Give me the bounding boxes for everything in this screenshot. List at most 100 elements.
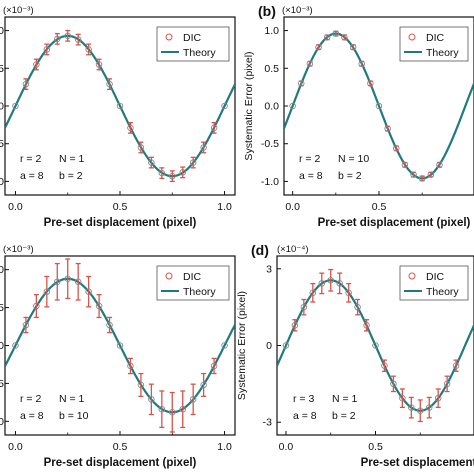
dic-point — [375, 102, 383, 110]
dic-point — [95, 302, 103, 310]
y-tick-label: 1.0 — [0, 176, 4, 188]
y-tick-label: 0.0 — [0, 340, 4, 352]
dic-point — [210, 124, 218, 132]
dic-point — [390, 380, 397, 388]
chart-panel-2: 0.0 0.5 1.0 1.0 0.5 0.0 -0.5 -1.0 (×10⁻³) Pre-set… — [0, 244, 236, 469]
legend-box — [399, 26, 469, 62]
dic-point — [169, 172, 176, 180]
dic-point — [12, 342, 19, 349]
dic-point — [367, 80, 374, 87]
dic-point — [54, 35, 61, 43]
dic-point — [54, 278, 61, 286]
plot-content — [5, 29, 235, 183]
param-a: a = 8 — [20, 410, 44, 422]
legend-box — [156, 26, 230, 62]
legend-box — [156, 265, 230, 301]
dic-point — [306, 60, 314, 68]
dic-point — [300, 303, 308, 311]
dic-point — [408, 404, 415, 411]
y-tick-label: -0.5 — [0, 378, 4, 390]
dic-point — [341, 34, 348, 41]
dic-point — [289, 102, 296, 110]
param-a: a = 8 — [299, 170, 323, 182]
panel-label: (b) — [258, 3, 276, 19]
dic-point — [434, 394, 442, 402]
dic-point — [43, 46, 51, 53]
legend-dic-marker — [408, 33, 416, 41]
dic-point — [158, 169, 166, 177]
dic-point — [315, 43, 322, 51]
dic-point — [127, 362, 134, 370]
y-tick-label: 0 — [266, 340, 272, 352]
dic-point — [349, 43, 357, 51]
dic-point — [210, 362, 218, 370]
param-b: b = 2 — [338, 170, 362, 182]
param-b: b = 10 — [59, 410, 89, 422]
panel-label: (d) — [251, 242, 269, 258]
dic-point — [127, 124, 134, 132]
y-axis-label: Systematic Error (pixel) — [236, 291, 248, 400]
legend-box — [399, 265, 469, 301]
legend-dic-marker — [408, 272, 416, 280]
dic-point — [436, 161, 443, 169]
dic-point — [200, 381, 207, 389]
x-tick-label: 0.0 — [8, 441, 23, 453]
chart-panel-3: 0.0 0.5 3 0 -3 (×10⁻⁴) (d) Systematic Error (pi… — [236, 242, 474, 469]
dic-point — [393, 144, 400, 152]
param-a: a = 8 — [293, 410, 317, 422]
dic-point — [427, 171, 435, 178]
dic-point — [33, 61, 40, 68]
param-r: r = 2 — [299, 153, 320, 165]
y-tick-label: -1.0 — [261, 176, 279, 188]
y-multiplier: (×10⁻³) — [282, 5, 313, 16]
dic-point — [417, 407, 424, 414]
dic-point — [95, 61, 103, 68]
dic-point — [22, 321, 30, 329]
legend: DIC Theory — [399, 265, 469, 301]
x-tick-label: 0.0 — [8, 201, 23, 213]
dic-point — [354, 303, 361, 311]
legend-dic-marker — [165, 272, 173, 280]
dic-point — [12, 102, 19, 110]
x-tick-label: 0.5 — [368, 441, 383, 453]
dic-point — [221, 102, 228, 110]
param-N: N = 1 — [59, 153, 85, 165]
dic-point — [64, 275, 71, 283]
y-tick-label: 0.0 — [264, 101, 279, 113]
dic-point — [137, 144, 145, 151]
legend-dic-label: DIC — [183, 271, 202, 283]
y-tick-label: -3 — [263, 417, 272, 429]
dic-point — [410, 171, 417, 178]
legend-dic-label: DIC — [426, 271, 445, 283]
dic-point — [179, 405, 186, 413]
x-tick-label: 0.5 — [113, 201, 128, 213]
dic-point — [74, 278, 82, 286]
y-tick-label: 0 — [0, 101, 4, 113]
chart-panel-0: 0.00.51.01.0.50.51.0(×10⁻³)Pre-set displ… — [0, 5, 236, 229]
dic-point — [345, 289, 352, 297]
dic-point — [452, 362, 460, 369]
y-tick-label: .5 — [0, 63, 4, 75]
y-multiplier: (×10⁻⁴) — [277, 244, 309, 255]
dic-point — [158, 405, 166, 413]
y-tick-label: 1.0 — [0, 25, 4, 37]
y-axis-label: Systematic Error (pixel) — [243, 51, 255, 160]
dic-point — [327, 277, 334, 284]
dic-point — [137, 381, 145, 389]
dic-point — [189, 159, 197, 166]
dic-point — [33, 302, 40, 310]
x-axis-label: Pre-set displacement (pixel) — [44, 457, 197, 469]
dic-point — [169, 408, 176, 416]
x-tick-label: 0.5 — [372, 201, 387, 213]
y-tick-label: -1.0 — [0, 416, 4, 428]
plot-content — [5, 258, 235, 433]
chart-panel-1: 0.0 0.5 1.0 0.5 0.0 -0.5 -1.0 (×10⁻³) (b) Systema… — [243, 3, 474, 229]
dic-point — [323, 34, 331, 41]
param-a: a = 8 — [20, 170, 44, 182]
dic-point — [22, 80, 30, 88]
x-axis-label: Pre-set displacement (pixel) — [318, 217, 471, 229]
x-tick-label: 0.0 — [285, 201, 300, 213]
x-axis-label: Pre-set displacement (pixel) — [361, 457, 474, 469]
theory-line — [284, 32, 474, 180]
dic-point — [399, 394, 406, 402]
